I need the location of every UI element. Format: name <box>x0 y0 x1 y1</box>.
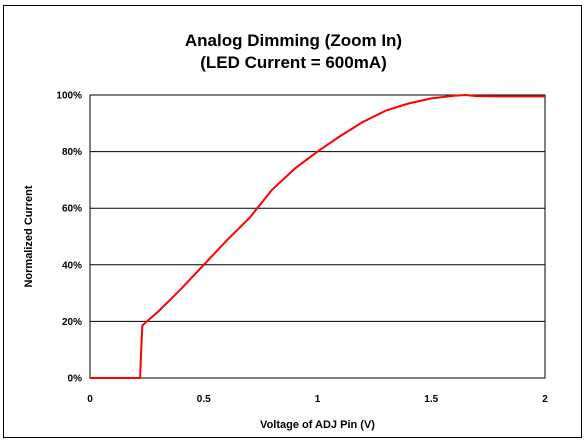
y-tick-label: 100% <box>56 91 82 102</box>
y-tick-label: 80% <box>62 147 82 158</box>
x-tick-label: 1.5 <box>424 394 438 405</box>
x-tick-label: 2 <box>542 394 548 405</box>
chart-subtitle: (LED Current = 600mA) <box>200 53 387 72</box>
series-line <box>90 94 545 379</box>
y-axis-label: Normalized Current <box>23 185 35 287</box>
x-tick-label: 1 <box>315 394 321 405</box>
chart-title: Analog Dimming (Zoom In) <box>184 31 403 50</box>
chart-area <box>3 5 582 438</box>
x-tick-label: 0 <box>87 394 93 405</box>
y-tick-label: 0% <box>68 374 83 385</box>
x-axis-label: Voltage of ADJ Pin (V) <box>260 419 375 431</box>
y-tick-label: 20% <box>62 317 82 328</box>
x-tick-label: 0.5 <box>197 394 211 405</box>
y-tick-label: 40% <box>62 260 82 271</box>
plot-area-border <box>89 94 546 379</box>
y-tick-label: 60% <box>62 204 82 215</box>
